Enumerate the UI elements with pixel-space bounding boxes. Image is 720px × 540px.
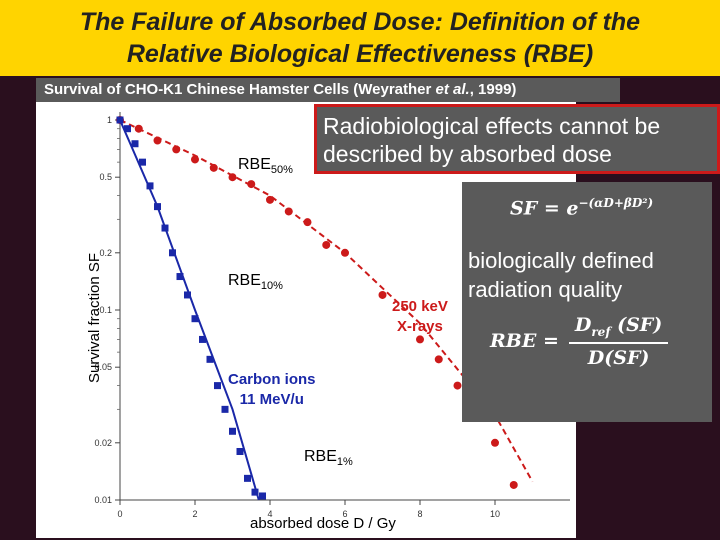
carbon-data-point — [131, 140, 139, 148]
xray-data-point — [247, 180, 256, 189]
rbe-1-label: RBE1% — [304, 448, 353, 469]
series-fit-line-1 — [119, 119, 260, 501]
y-tick-label: 0.5 — [99, 172, 112, 182]
x-tick-label: 8 — [417, 509, 422, 519]
carbon-data-point — [176, 273, 184, 281]
xray-data-point — [491, 438, 499, 447]
rbe-equation: RBE = Dref (SF) D(SF) — [490, 314, 669, 369]
definition-panel — [462, 182, 712, 422]
x-axis-label: absorbed dose D / Gy — [250, 515, 396, 532]
xray-data-point — [134, 124, 143, 133]
xray-annotation: 250 keV X-rays — [392, 298, 448, 335]
xray-data-point — [209, 163, 218, 172]
subtitle-rest: , 1999) — [469, 81, 517, 98]
subtitle-italic: et al. — [435, 81, 470, 98]
carbon-data-point — [169, 249, 176, 257]
xray-data-point — [266, 195, 274, 204]
xray-data-point — [378, 290, 387, 299]
rbe-50-label: RBE50% — [238, 156, 293, 177]
xray-data-point — [434, 355, 443, 364]
definition-line-2: radiation quality — [468, 277, 623, 302]
rbe-10-label: RBE10% — [228, 272, 283, 293]
y-tick-label: 0.05 — [94, 362, 112, 372]
x-tick-label: 6 — [342, 509, 347, 519]
xray-data-point — [153, 136, 162, 145]
x-tick-label: 0 — [117, 509, 122, 519]
carbon-data-point — [229, 427, 236, 435]
carbon-data-point — [206, 355, 214, 363]
title-line-2: Relative Biological Effectiveness (RBE) — [126, 40, 594, 68]
x-tick-label: 4 — [267, 509, 272, 519]
carbon-data-point — [251, 488, 259, 496]
y-tick-label: 0.2 — [99, 248, 112, 258]
carbon-data-point — [124, 125, 131, 133]
carbon-data-point — [139, 158, 146, 166]
callout-box: Radiobiological effects cannot be descri… — [314, 104, 720, 174]
subtitle-bar: Survival of CHO-K1 Chinese Hamster Cells… — [36, 78, 620, 102]
xray-data-point — [453, 381, 462, 390]
xray-data-point — [416, 335, 424, 344]
subtitle-text: Survival of CHO-K1 Chinese Hamster Cells… — [44, 81, 436, 98]
y-tick-label: 0.1 — [99, 305, 112, 315]
y-tick-label: 0.01 — [94, 495, 112, 505]
xray-data-point — [284, 207, 293, 216]
title-line-1: The Failure of Absorbed Dose: Definition… — [79, 8, 641, 36]
definition-text: biologically defined radiation quality — [468, 246, 654, 304]
callout-line-2: described by absorbed dose — [323, 141, 612, 167]
xray-data-point — [172, 145, 181, 154]
slide-title: The Failure of Absorbed Dose: Definition… — [0, 0, 720, 76]
carbon-data-point — [259, 492, 266, 500]
carbon-data-point — [116, 116, 124, 124]
x-tick-label: 2 — [192, 509, 197, 519]
carbon-data-point — [191, 315, 199, 323]
carbon-data-point — [161, 224, 169, 232]
carbon-data-point — [199, 335, 206, 343]
carbon-data-point — [214, 382, 221, 390]
carbon-annotation: Carbon ions 11 MeV/u — [228, 371, 316, 408]
xray-data-point — [191, 155, 199, 164]
carbon-data-point — [244, 474, 251, 482]
carbon-data-point — [146, 182, 154, 190]
definition-line-1: biologically defined — [468, 248, 654, 273]
carbon-data-point — [184, 291, 191, 299]
y-tick-label: 1 — [107, 115, 112, 125]
carbon-data-point — [154, 203, 161, 211]
xray-data-point — [322, 240, 331, 249]
xray-data-point — [341, 248, 349, 257]
carbon-data-point — [236, 447, 244, 455]
survival-equation: SF = e−(αD+βD²) — [510, 196, 654, 220]
y-tick-label: 0.02 — [94, 438, 112, 448]
xray-data-point — [303, 218, 312, 227]
x-tick-label: 10 — [490, 509, 500, 519]
y-axis-label: Survival fraction SF — [86, 252, 103, 383]
carbon-data-point — [221, 405, 229, 413]
callout-line-1: Radiobiological effects cannot be — [323, 113, 661, 139]
xray-data-point — [228, 173, 237, 182]
xray-data-point — [509, 480, 518, 489]
